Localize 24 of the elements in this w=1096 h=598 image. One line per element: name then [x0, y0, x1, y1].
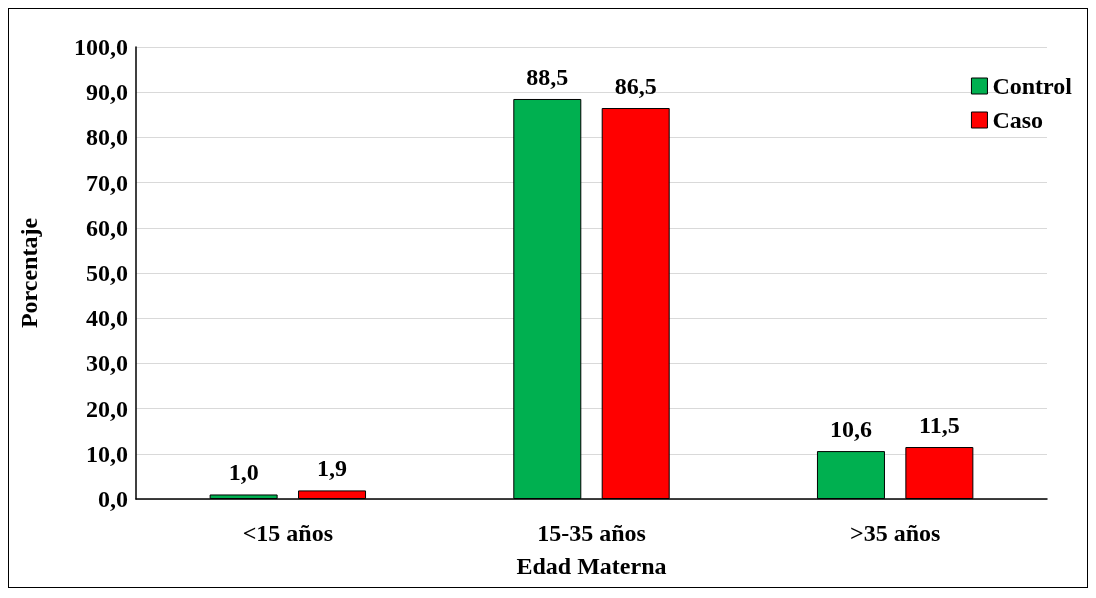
- y-tick-label: 30,0: [86, 350, 128, 377]
- y-tick-label: 40,0: [86, 305, 128, 332]
- legend-label: Caso: [992, 107, 1044, 133]
- data-label: 10,6: [829, 416, 872, 443]
- data-label: 11,5: [919, 412, 960, 439]
- y-tick-label: 20,0: [86, 395, 128, 422]
- y-tick-label: 0,0: [98, 486, 128, 512]
- x-tick-label: 15-35 años: [537, 520, 646, 546]
- y-tick-label: 10,0: [86, 440, 128, 467]
- data-label: 1,9: [317, 455, 348, 482]
- x-axis-title: Edad Materna: [516, 553, 667, 579]
- legend-label: Control: [992, 73, 1073, 99]
- data-label: 86,5: [614, 73, 657, 100]
- y-tick-label: 100,0: [74, 34, 128, 60]
- data-label: 1,0: [228, 459, 259, 486]
- x-tick-label: <15 años: [242, 520, 334, 546]
- y-tick-label: 80,0: [86, 124, 128, 151]
- y-axis-title: Porcentaje: [16, 217, 42, 329]
- y-tick-label: 90,0: [86, 79, 128, 106]
- y-tick-label: 70,0: [86, 169, 128, 196]
- x-tick-label: >35 años: [849, 520, 941, 546]
- data-label: 88,5: [526, 63, 569, 90]
- y-tick-label: 50,0: [86, 260, 128, 286]
- y-tick-label: 60,0: [86, 214, 128, 241]
